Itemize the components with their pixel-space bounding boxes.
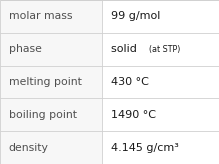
Text: molar mass: molar mass: [9, 11, 72, 21]
Bar: [0, 131, 102, 164]
Text: solid: solid: [111, 44, 143, 54]
Bar: [102, 0, 219, 33]
Text: phase: phase: [9, 44, 42, 54]
Bar: [0, 66, 102, 98]
Text: (at STP): (at STP): [149, 45, 180, 54]
Bar: [0, 98, 102, 131]
Bar: [102, 131, 219, 164]
Bar: [102, 66, 219, 98]
Bar: [0, 0, 102, 33]
Text: density: density: [9, 143, 49, 153]
Bar: [102, 33, 219, 66]
Text: boiling point: boiling point: [9, 110, 77, 120]
Text: 430 °C: 430 °C: [111, 77, 148, 87]
Bar: [102, 98, 219, 131]
Bar: [0, 33, 102, 66]
Text: melting point: melting point: [9, 77, 82, 87]
Text: 99 g/mol: 99 g/mol: [111, 11, 160, 21]
Text: 1490 °C: 1490 °C: [111, 110, 155, 120]
Text: 4.145 g/cm³: 4.145 g/cm³: [111, 143, 178, 153]
